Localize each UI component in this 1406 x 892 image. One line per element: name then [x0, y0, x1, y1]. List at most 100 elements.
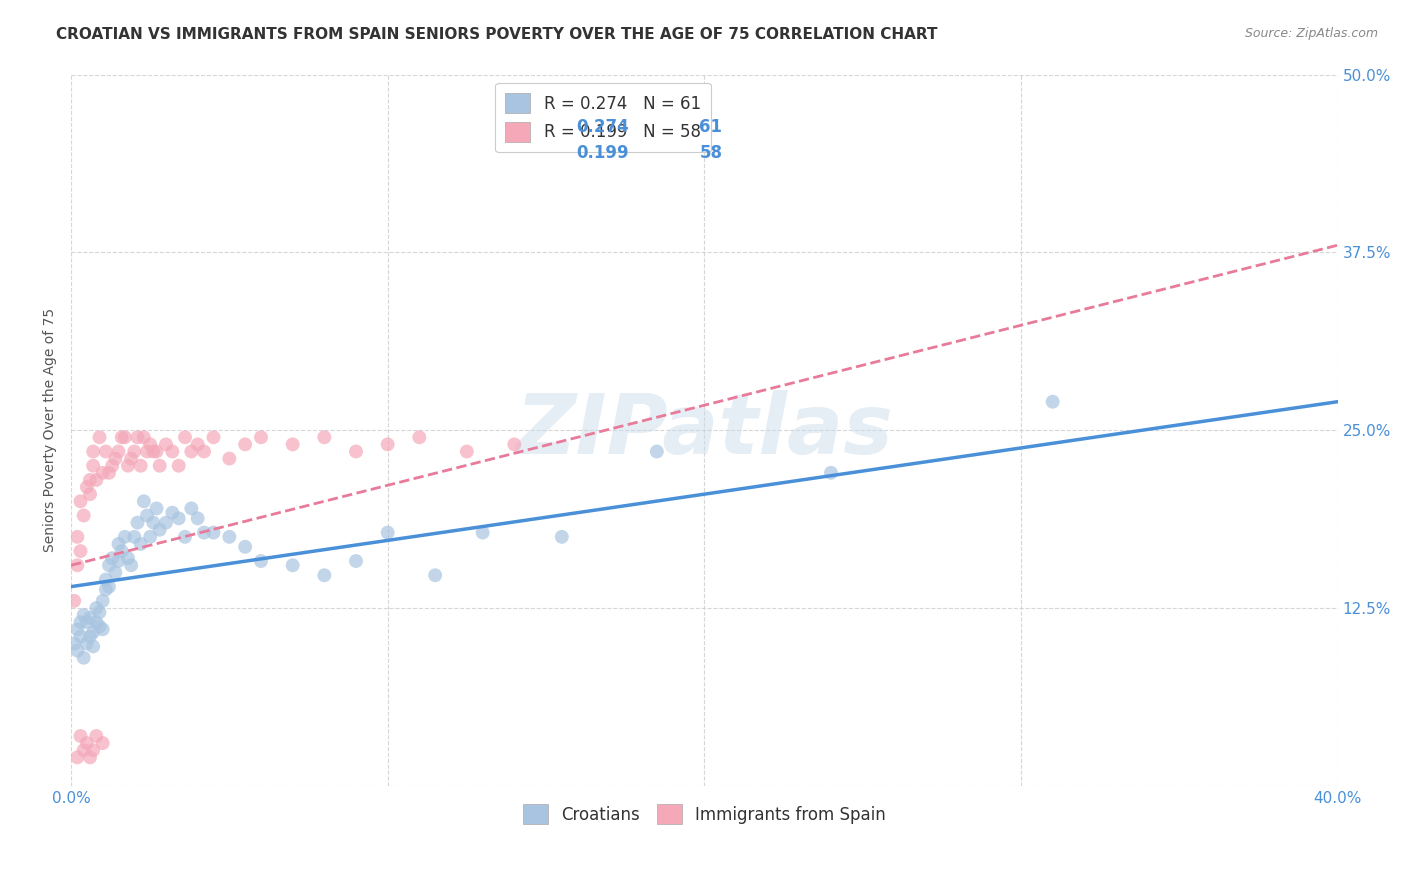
Point [180, 444, 202, 458]
Point [314, 430, 336, 444]
Point [107, 537, 129, 551]
Point [82, 743, 104, 757]
Point [86, 601, 108, 615]
Point [132, 430, 155, 444]
Point [63, 594, 86, 608]
Point [98, 580, 121, 594]
Point [107, 554, 129, 568]
Point [114, 530, 136, 544]
Point [111, 430, 134, 444]
Point [250, 430, 273, 444]
Point [377, 525, 399, 540]
Point [111, 544, 134, 558]
Point [66, 750, 89, 764]
Point [98, 466, 121, 480]
Legend: Croatians, Immigrants from Spain: Croatians, Immigrants from Spain [513, 794, 896, 834]
Point [233, 437, 256, 451]
Text: CROATIAN VS IMMIGRANTS FROM SPAIN SENIORS POVERTY OVER THE AGE OF 75 CORRELATION: CROATIAN VS IMMIGRANTS FROM SPAIN SENIOR… [56, 27, 938, 42]
Text: 61: 61 [700, 118, 723, 136]
Point [107, 444, 129, 458]
Point [344, 554, 367, 568]
Point [91, 736, 114, 750]
Point [63, 636, 86, 650]
Point [202, 430, 225, 444]
Point [86, 473, 108, 487]
Point [94, 582, 117, 597]
Point [1042, 394, 1064, 409]
Point [142, 516, 165, 530]
Point [69, 629, 91, 643]
Point [69, 729, 91, 743]
Point [73, 608, 96, 623]
Point [129, 458, 152, 473]
Point [69, 494, 91, 508]
Point [124, 444, 146, 458]
Point [187, 437, 209, 451]
Point [145, 444, 167, 458]
Point [174, 530, 197, 544]
Point [551, 530, 574, 544]
Point [101, 458, 124, 473]
Text: 0.274: 0.274 [576, 118, 628, 136]
Point [139, 437, 162, 451]
Point [142, 444, 165, 458]
Text: 58: 58 [700, 145, 723, 162]
Point [76, 636, 98, 650]
Text: 0.199: 0.199 [576, 145, 628, 162]
Point [79, 473, 101, 487]
Point [117, 458, 139, 473]
Point [82, 444, 104, 458]
Point [86, 729, 108, 743]
Point [132, 494, 155, 508]
Point [471, 525, 494, 540]
Point [101, 551, 124, 566]
Point [218, 530, 240, 544]
Point [456, 444, 478, 458]
Point [79, 487, 101, 501]
Point [139, 530, 162, 544]
Point [66, 530, 89, 544]
Point [149, 458, 172, 473]
Point [73, 650, 96, 665]
Point [79, 611, 101, 625]
Point [314, 568, 336, 582]
Point [98, 558, 121, 573]
Point [82, 458, 104, 473]
Point [89, 619, 111, 633]
Point [104, 566, 127, 580]
Point [120, 451, 142, 466]
Point [76, 736, 98, 750]
Point [79, 629, 101, 643]
Point [66, 643, 89, 657]
Point [127, 516, 149, 530]
Point [79, 750, 101, 764]
Point [193, 525, 215, 540]
Point [344, 444, 367, 458]
Point [820, 466, 842, 480]
Point [281, 437, 304, 451]
Point [82, 625, 104, 640]
Point [117, 551, 139, 566]
Point [218, 451, 240, 466]
Point [136, 508, 159, 523]
Point [233, 540, 256, 554]
Point [91, 594, 114, 608]
Point [645, 444, 668, 458]
Point [73, 743, 96, 757]
Point [120, 558, 142, 573]
Point [162, 444, 184, 458]
Point [66, 623, 89, 637]
Point [94, 444, 117, 458]
Point [187, 511, 209, 525]
Point [86, 615, 108, 630]
Point [136, 444, 159, 458]
Point [104, 451, 127, 466]
Y-axis label: Seniors Poverty Over the Age of 75: Seniors Poverty Over the Age of 75 [44, 308, 58, 552]
Point [167, 458, 190, 473]
Point [69, 615, 91, 630]
Point [94, 573, 117, 587]
Point [425, 568, 447, 582]
Point [114, 430, 136, 444]
Point [155, 516, 177, 530]
Point [202, 525, 225, 540]
